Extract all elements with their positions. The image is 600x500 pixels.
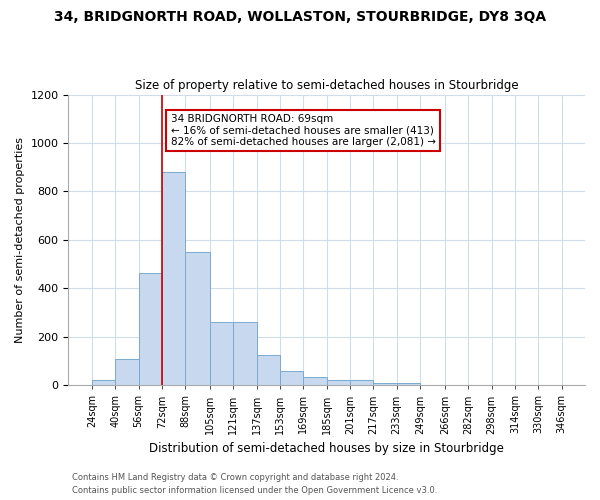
Bar xyxy=(162,172,185,386)
Bar xyxy=(115,358,139,386)
Y-axis label: Number of semi-detached properties: Number of semi-detached properties xyxy=(15,137,25,343)
Bar xyxy=(210,322,233,386)
Bar xyxy=(304,377,327,386)
Text: Contains HM Land Registry data © Crown copyright and database right 2024.
Contai: Contains HM Land Registry data © Crown c… xyxy=(72,474,437,495)
X-axis label: Distribution of semi-detached houses by size in Stourbridge: Distribution of semi-detached houses by … xyxy=(149,442,504,455)
Bar xyxy=(373,383,397,386)
Text: 34 BRIDGNORTH ROAD: 69sqm
← 16% of semi-detached houses are smaller (413)
82% of: 34 BRIDGNORTH ROAD: 69sqm ← 16% of semi-… xyxy=(170,114,436,147)
Bar xyxy=(327,380,350,386)
Bar xyxy=(233,322,257,386)
Bar xyxy=(92,380,115,386)
Bar xyxy=(350,380,373,386)
Bar xyxy=(185,252,210,386)
Bar xyxy=(280,370,304,386)
Bar xyxy=(257,355,280,386)
Bar xyxy=(397,383,420,386)
Title: Size of property relative to semi-detached houses in Stourbridge: Size of property relative to semi-detach… xyxy=(135,79,518,92)
Text: 34, BRIDGNORTH ROAD, WOLLASTON, STOURBRIDGE, DY8 3QA: 34, BRIDGNORTH ROAD, WOLLASTON, STOURBRI… xyxy=(54,10,546,24)
Bar xyxy=(139,272,162,386)
